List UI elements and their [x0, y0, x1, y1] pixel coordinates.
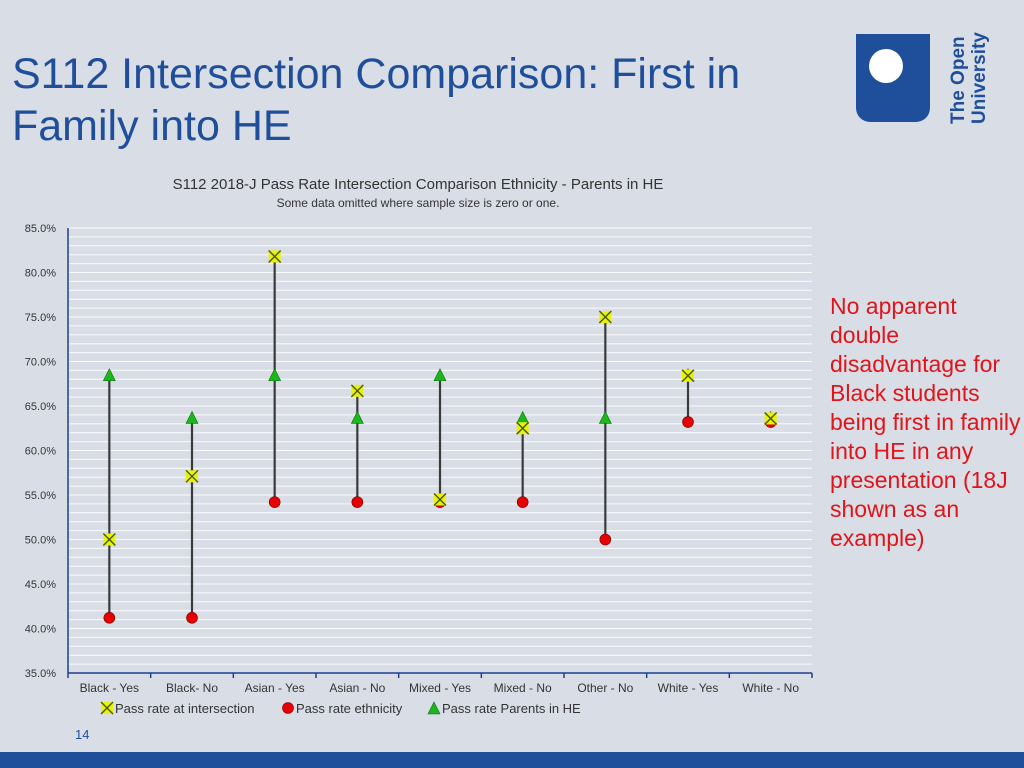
x-tick-label: Asian - No: [329, 681, 385, 695]
legend-parents-label: Pass rate Parents in HE: [442, 701, 581, 716]
ethnicity-point: [682, 416, 694, 428]
legend-parents-marker: [427, 701, 441, 715]
legend-intersection-label: Pass rate at intersection: [115, 701, 254, 716]
parents-point: [268, 368, 282, 382]
logo-text-line2: University: [969, 32, 990, 124]
intersection-point: [516, 421, 530, 435]
page-number: 14: [75, 727, 90, 742]
y-tick-label: 45.0%: [25, 579, 56, 591]
legend-intersection-marker: [100, 701, 114, 715]
intersection-point: [598, 310, 612, 324]
x-tick-label: White - Yes: [658, 681, 719, 695]
open-university-logo: The Open University: [856, 32, 990, 124]
parents-point: [516, 410, 530, 424]
y-tick-label: 50.0%: [25, 535, 56, 547]
ethnicity-point: [186, 612, 198, 624]
chart-subtitle: Some data omitted where sample size is z…: [276, 196, 560, 210]
ethnicity-point: [351, 496, 364, 508]
ethnicity-point: [268, 496, 281, 508]
intersection-point: [681, 369, 695, 383]
parents-point: [350, 410, 364, 424]
y-tick-label: 60.0%: [25, 446, 56, 458]
parents-point: [102, 368, 116, 382]
y-tick-label: 70.0%: [25, 357, 56, 369]
slide-title-line2: Family into HE: [12, 102, 292, 150]
parents-point: [433, 368, 447, 382]
logo-text-line1: The Open: [948, 36, 969, 124]
legend-ethnicity-label: Pass rate ethnicity: [296, 701, 403, 716]
intersection-point: [433, 492, 447, 506]
y-tick-label: 40.0%: [25, 624, 56, 636]
intersection-point: [764, 411, 778, 425]
legend-ethnicity-marker: [282, 702, 294, 714]
y-tick-label: 75.0%: [25, 312, 56, 324]
intersection-point: [185, 469, 199, 483]
x-tick-label: Mixed - No: [494, 681, 552, 695]
y-tick-label: 65.0%: [25, 401, 56, 413]
ethnicity-point: [103, 612, 116, 624]
logo-circle: [869, 49, 903, 83]
x-tick-label: Mixed - Yes: [409, 681, 471, 695]
x-tick-label: Asian - Yes: [245, 681, 305, 695]
y-tick-label: 80.0%: [25, 268, 56, 280]
x-tick-label: Other - No: [577, 681, 633, 695]
intersection-point: [350, 384, 364, 398]
ethnicity-point: [516, 496, 529, 508]
parents-point: [185, 410, 199, 424]
intersection-point: [268, 249, 282, 263]
parents-point: [598, 410, 612, 424]
x-tick-label: White - No: [742, 681, 799, 695]
y-tick-label: 85.0%: [25, 223, 56, 235]
chart-title: S112 2018-J Pass Rate Intersection Compa…: [172, 176, 664, 193]
ethnicity-point: [599, 533, 612, 546]
footer-bar: [0, 752, 1024, 768]
side-note: No apparent double disadvantage for Blac…: [830, 293, 1021, 551]
slide-title-line1: S112 Intersection Comparison: First in: [12, 50, 741, 98]
x-tick-label: Black - Yes: [80, 681, 139, 695]
y-tick-label: 55.0%: [25, 490, 56, 502]
x-tick-label: Black- No: [166, 681, 218, 695]
slide-title: S112 Intersection Comparison: First in F…: [12, 48, 832, 152]
intersection-point: [102, 533, 116, 546]
y-tick-label: 35.0%: [25, 668, 56, 680]
